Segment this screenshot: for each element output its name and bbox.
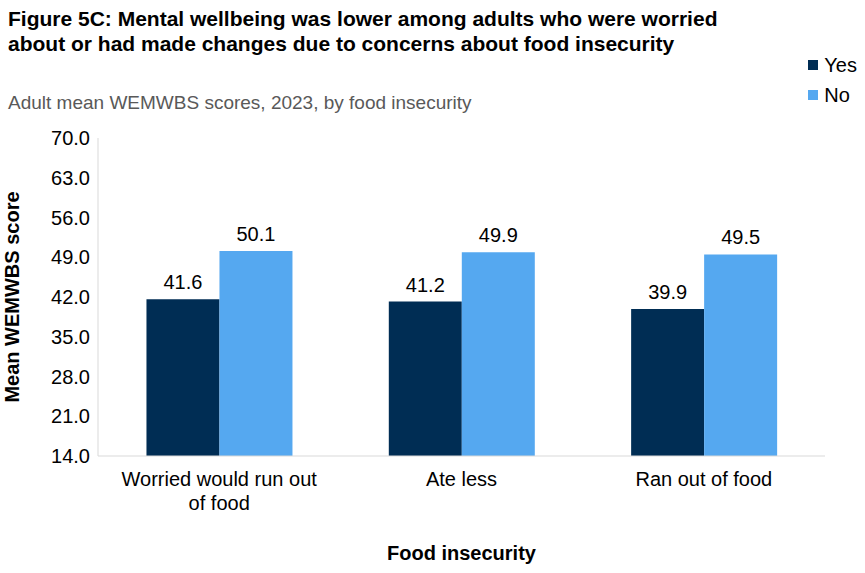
svg-text:56.0: 56.0 (51, 207, 90, 229)
svg-text:Ate less: Ate less (426, 468, 497, 490)
svg-text:Mean WEMWBS score: Mean WEMWBS score (8, 191, 23, 402)
svg-text:49.9: 49.9 (479, 224, 518, 246)
html-text:No: No (824, 83, 850, 106)
svg-text:14.0: 14.0 (51, 445, 90, 467)
svg-text:Worried would run outof food: Worried would run outof food (122, 468, 318, 514)
svg-text:49.5: 49.5 (721, 226, 760, 248)
svg-text:41.2: 41.2 (406, 274, 445, 296)
svg-text:21.0: 21.0 (51, 405, 90, 427)
html-text:Figure 5C: Mental wellbeing wa: Figure 5C: Mental wellbeing was lower am… (8, 7, 718, 55)
svg-text:50.1: 50.1 (236, 223, 275, 245)
svg-text:28.0: 28.0 (51, 366, 90, 388)
svg-text:Food insecurity: Food insecurity (387, 542, 537, 564)
svg-text:41.6: 41.6 (163, 271, 202, 293)
html-text:Yes: Yes (824, 53, 857, 76)
svg-text:63.0: 63.0 (51, 167, 90, 189)
svg-text:35.0: 35.0 (51, 326, 90, 348)
html-text:Adult mean WEMWBS scores, 2023: Adult mean WEMWBS scores, 2023, by food … (8, 92, 472, 113)
svg-text:Ran out of food: Ran out of food (635, 468, 772, 490)
svg-text:39.9: 39.9 (648, 281, 687, 303)
svg-text:70.0: 70.0 (51, 127, 90, 149)
svg-text:49.0: 49.0 (51, 246, 90, 268)
svg-text:42.0: 42.0 (51, 286, 90, 308)
